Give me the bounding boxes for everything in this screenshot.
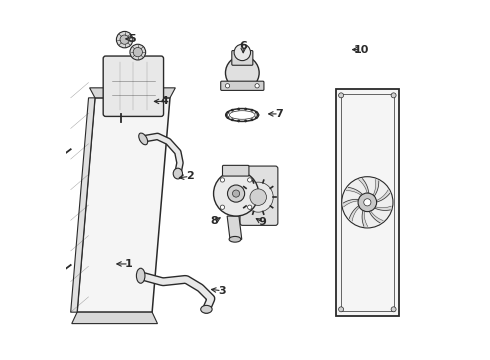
Polygon shape: [375, 190, 390, 202]
Circle shape: [220, 178, 224, 182]
Circle shape: [225, 56, 259, 90]
Circle shape: [226, 116, 229, 119]
Circle shape: [133, 48, 143, 57]
Text: 1: 1: [125, 259, 133, 269]
Circle shape: [244, 108, 247, 111]
Circle shape: [225, 113, 228, 116]
Ellipse shape: [229, 237, 241, 242]
Polygon shape: [349, 205, 361, 221]
Text: 7: 7: [275, 109, 283, 119]
Circle shape: [250, 189, 267, 206]
Circle shape: [391, 307, 396, 312]
Polygon shape: [343, 199, 360, 207]
Circle shape: [342, 177, 393, 228]
Circle shape: [232, 190, 240, 197]
Circle shape: [117, 31, 133, 48]
Text: 6: 6: [239, 41, 247, 51]
Circle shape: [256, 113, 259, 116]
Polygon shape: [227, 216, 242, 239]
Circle shape: [120, 35, 129, 44]
Polygon shape: [336, 89, 398, 316]
Circle shape: [130, 44, 146, 60]
Text: 5: 5: [129, 34, 136, 44]
Circle shape: [226, 111, 229, 114]
Circle shape: [234, 44, 250, 60]
FancyBboxPatch shape: [232, 50, 253, 65]
Ellipse shape: [173, 168, 182, 179]
Polygon shape: [71, 98, 95, 312]
Circle shape: [247, 178, 252, 182]
Polygon shape: [77, 98, 170, 312]
Text: 9: 9: [258, 217, 266, 227]
Circle shape: [339, 307, 343, 312]
Polygon shape: [72, 312, 157, 324]
Circle shape: [244, 120, 247, 122]
Circle shape: [247, 205, 252, 210]
Circle shape: [220, 205, 224, 210]
FancyBboxPatch shape: [240, 166, 278, 225]
Polygon shape: [362, 209, 368, 226]
Circle shape: [231, 118, 234, 121]
Polygon shape: [373, 206, 391, 210]
Circle shape: [237, 120, 240, 122]
Polygon shape: [372, 179, 379, 197]
Ellipse shape: [139, 133, 147, 145]
Circle shape: [255, 111, 258, 114]
Circle shape: [250, 109, 253, 112]
Polygon shape: [90, 88, 175, 98]
Circle shape: [339, 93, 343, 98]
Circle shape: [231, 109, 234, 112]
Circle shape: [250, 118, 253, 121]
Polygon shape: [359, 179, 368, 195]
Polygon shape: [346, 187, 364, 196]
FancyBboxPatch shape: [220, 81, 264, 90]
Text: 4: 4: [161, 96, 169, 107]
Circle shape: [364, 199, 371, 206]
Circle shape: [225, 84, 230, 88]
Circle shape: [243, 182, 273, 212]
Ellipse shape: [136, 268, 145, 283]
Ellipse shape: [201, 305, 212, 313]
Circle shape: [255, 84, 259, 88]
Circle shape: [358, 193, 377, 212]
Circle shape: [214, 171, 259, 216]
Text: 8: 8: [211, 216, 219, 226]
Polygon shape: [368, 210, 383, 223]
Text: 3: 3: [218, 286, 225, 296]
Circle shape: [237, 108, 240, 111]
FancyBboxPatch shape: [222, 165, 249, 176]
Text: 2: 2: [186, 171, 194, 181]
Circle shape: [255, 116, 258, 119]
Circle shape: [227, 185, 245, 202]
Circle shape: [391, 93, 396, 98]
FancyBboxPatch shape: [103, 56, 164, 116]
Text: 10: 10: [353, 45, 369, 55]
